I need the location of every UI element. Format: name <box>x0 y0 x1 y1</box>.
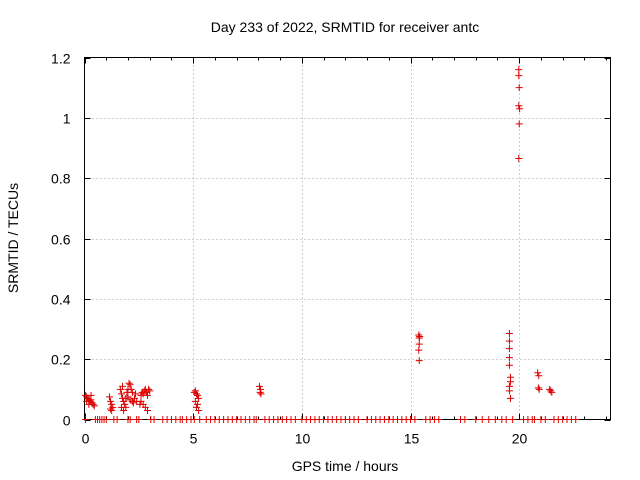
data-point <box>85 400 93 408</box>
y-axis-label: SRMTID / TECUs <box>5 183 21 293</box>
data-point <box>435 416 443 423</box>
data-point <box>108 400 116 408</box>
y-tick-label: 0.4 <box>51 292 71 308</box>
data-point <box>126 416 134 423</box>
data-point <box>122 403 130 411</box>
data-point <box>415 357 423 365</box>
data-point <box>516 105 524 113</box>
axis-ticks: 0 5 10 15 20 0 0.2 0.4 0.6 0.8 1 1.2 <box>51 51 611 447</box>
data-point <box>291 416 299 423</box>
x-tick-label: 0 <box>82 431 90 447</box>
x-tick-label: 10 <box>295 431 311 447</box>
data-point <box>507 378 515 386</box>
data-point <box>117 390 125 398</box>
y-tick-label: 0.6 <box>51 232 71 248</box>
data-point <box>121 400 129 408</box>
data-point <box>507 394 515 402</box>
data-point <box>541 416 549 423</box>
data-point <box>127 385 135 393</box>
data-point <box>125 379 133 387</box>
data-point <box>119 382 127 390</box>
grid-lines <box>84 57 611 420</box>
data-point <box>515 155 523 163</box>
data-point <box>416 333 424 341</box>
data-point <box>515 84 523 92</box>
data-point <box>192 390 200 398</box>
data-point <box>126 381 134 389</box>
data-point <box>107 405 115 413</box>
data-point <box>515 120 523 128</box>
data-points <box>82 66 580 423</box>
data-point <box>515 66 523 74</box>
data-point <box>535 372 543 380</box>
data-point <box>478 416 486 423</box>
data-point <box>129 399 137 407</box>
data-point <box>535 385 543 393</box>
data-point <box>146 387 154 395</box>
data-point <box>90 402 98 410</box>
data-point <box>87 391 95 399</box>
data-point <box>415 346 423 354</box>
data-point <box>502 416 510 423</box>
data-point <box>108 406 116 414</box>
data-point <box>255 382 263 390</box>
data-point <box>461 416 469 423</box>
data-point <box>509 416 517 423</box>
y-tick-label: 0 <box>63 413 71 429</box>
y-tick-label: 1 <box>63 111 71 127</box>
data-point <box>195 394 203 402</box>
data-point <box>505 361 513 369</box>
data-point <box>505 337 513 345</box>
data-point <box>534 384 542 392</box>
data-point <box>505 354 513 362</box>
data-point <box>135 416 143 423</box>
data-point <box>534 369 542 377</box>
data-point <box>515 102 523 110</box>
data-point <box>256 388 264 396</box>
data-point <box>195 406 203 414</box>
data-point <box>415 340 423 348</box>
data-point <box>547 387 555 395</box>
data-point <box>257 390 265 398</box>
data-point <box>191 387 199 395</box>
data-point <box>491 416 499 423</box>
data-point <box>113 416 121 423</box>
data-point <box>411 416 419 423</box>
data-point <box>105 393 113 401</box>
data-point <box>107 397 115 405</box>
data-point <box>505 387 513 395</box>
x-tick-label: 5 <box>190 431 198 447</box>
data-point <box>515 72 523 80</box>
data-point <box>354 416 362 423</box>
data-point <box>505 345 513 353</box>
x-axis-label: GPS time / hours <box>292 458 399 474</box>
data-point <box>194 400 202 408</box>
data-point <box>548 388 556 396</box>
y-tick-label: 0.8 <box>51 171 71 187</box>
data-point <box>252 416 260 423</box>
data-point <box>194 391 202 399</box>
data-point <box>196 416 204 423</box>
x-tick-label: 20 <box>512 431 528 447</box>
data-point <box>572 416 580 423</box>
y-tick-label: 0.2 <box>51 352 71 368</box>
chart-title: Day 233 of 2022, SRMTID for receiver ant… <box>211 19 479 35</box>
data-point <box>505 330 513 338</box>
data-point <box>485 416 493 423</box>
data-point <box>102 416 110 423</box>
data-point <box>472 416 480 423</box>
plot-frame <box>84 57 611 420</box>
data-point <box>150 416 158 423</box>
data-point <box>128 388 136 396</box>
data-point <box>530 416 538 423</box>
data-point <box>139 390 147 398</box>
x-tick-label: 15 <box>404 431 420 447</box>
data-point <box>82 416 90 423</box>
data-point <box>144 406 152 414</box>
data-point <box>132 390 140 398</box>
data-point <box>145 385 153 393</box>
y-tick-label: 1.2 <box>51 51 71 67</box>
data-point <box>144 391 152 399</box>
